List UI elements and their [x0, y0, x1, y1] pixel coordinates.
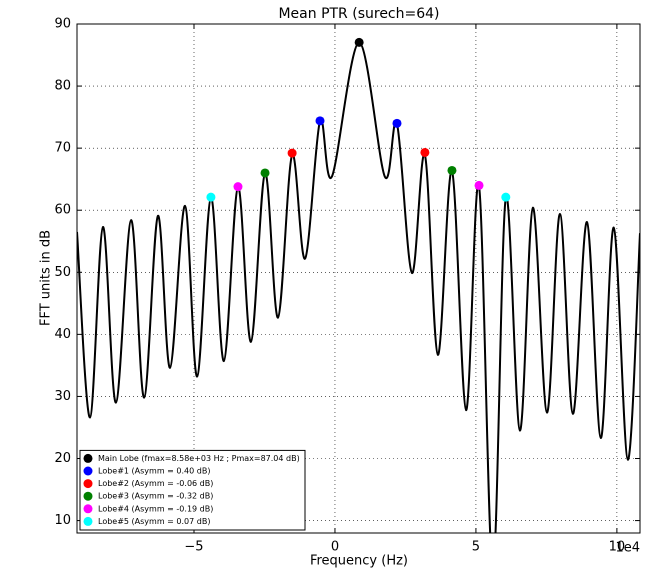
x-offset-text: 1e4: [615, 541, 640, 556]
legend-label: Lobe#4 (Asymm = -0.19 dB): [98, 504, 213, 513]
plot-frame: [76, 23, 641, 534]
lobe-marker: [260, 168, 270, 178]
x-tick-label: 0: [331, 540, 339, 555]
legend-box: [79, 449, 306, 531]
legend-marker: [83, 491, 93, 501]
lobe-marker: [233, 182, 243, 192]
y-tick-label: 80: [54, 79, 71, 94]
x-tick-label: 5: [472, 540, 480, 555]
y-tick-label: 60: [54, 203, 71, 218]
y-tick-label: 40: [54, 327, 71, 342]
legend-label: Lobe#2 (Asymm = -0.06 dB): [98, 479, 213, 488]
y-axis-label: FFT units in dB: [39, 230, 54, 326]
legend-label: Main Lobe (fmax=8.58e+03 Hz ; Pmax=87.04…: [98, 454, 300, 463]
x-tick-label: 10: [609, 540, 626, 555]
y-tick-label: 50: [54, 265, 71, 280]
lobe-marker: [420, 147, 430, 157]
y-tick-label: 20: [54, 451, 71, 466]
plot-area: [77, 24, 640, 533]
lobe-marker: [315, 116, 325, 126]
legend-label: Lobe#5 (Asymm = 0.07 dB): [98, 517, 210, 526]
y-tick-label: 70: [54, 141, 71, 156]
lobe-marker: [501, 192, 511, 202]
lobe-marker: [447, 165, 457, 175]
legend-marker: [83, 516, 93, 526]
x-tick-label: −5: [184, 540, 203, 555]
legend-marker: [83, 453, 93, 463]
ptr-curve: [77, 41, 640, 533]
x-axis-label: Frequency (Hz): [310, 554, 408, 569]
y-tick-label: 10: [54, 513, 71, 528]
lobe-marker: [474, 180, 484, 190]
legend-label: Lobe#3 (Asymm = -0.32 dB): [98, 492, 213, 501]
lobe-marker: [287, 148, 297, 158]
legend-marker: [83, 479, 93, 489]
lobe-marker: [392, 118, 402, 128]
lobe-marker: [354, 37, 364, 47]
legend-marker: [83, 504, 93, 514]
y-tick-label: 90: [54, 17, 71, 32]
chart-title: Mean PTR (surech=64): [278, 6, 439, 22]
legend-label: Lobe#1 (Asymm = 0.40 dB): [98, 467, 210, 476]
lobe-marker: [206, 192, 216, 202]
legend-marker: [83, 466, 93, 476]
y-tick-label: 30: [54, 389, 71, 404]
